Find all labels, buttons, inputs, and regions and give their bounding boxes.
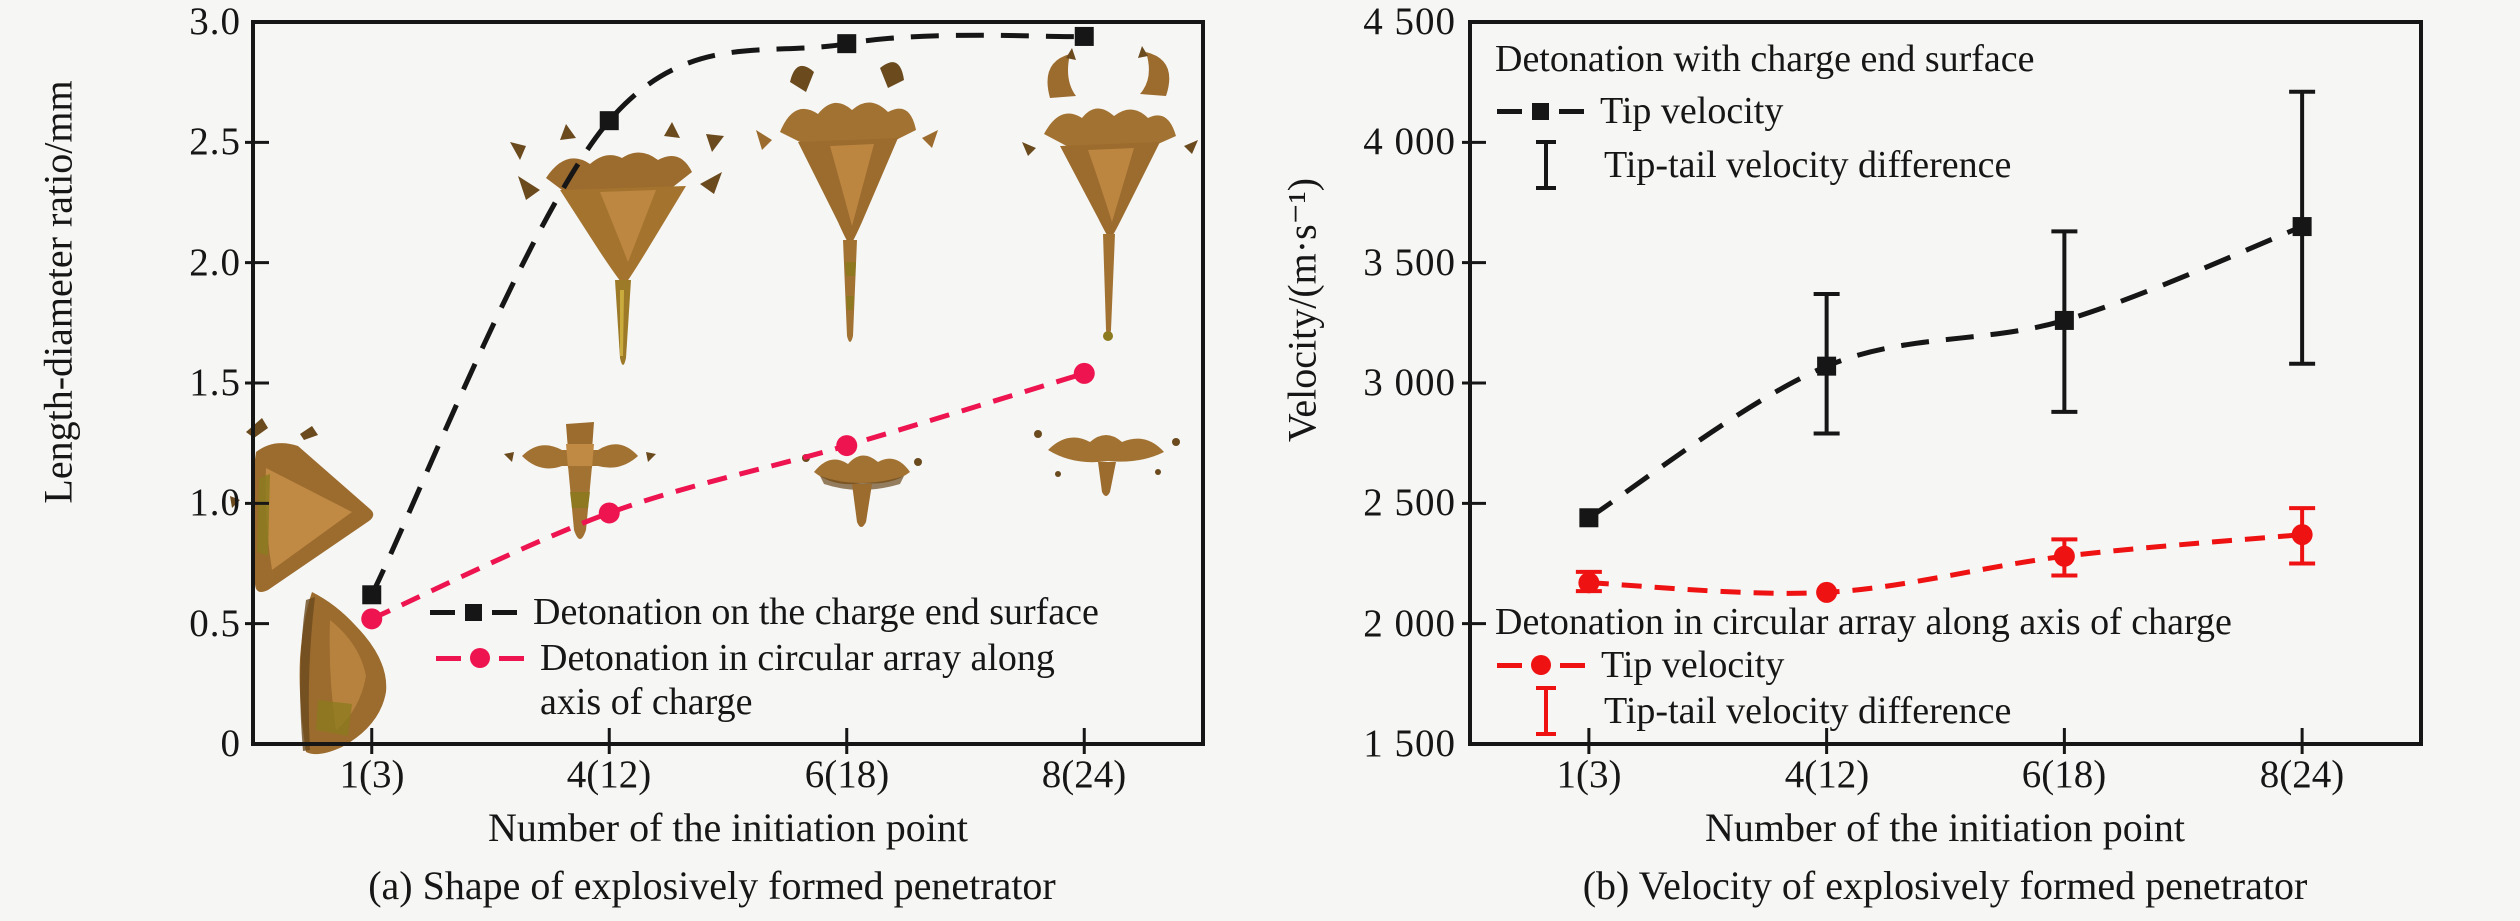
data-point-circle <box>598 502 620 524</box>
y-tick-label: 1.5 <box>189 361 241 404</box>
data-point-square <box>362 585 382 605</box>
efp-image-4-12-circular-array <box>504 422 656 539</box>
y-tick-label: 4 000 <box>1363 120 1456 163</box>
efp-image-6-18-end-surface <box>756 62 938 342</box>
red-dash-dot-marker-icon <box>1497 655 1585 675</box>
y-tick-label: 3 500 <box>1363 241 1456 284</box>
series-line <box>370 370 1085 622</box>
series-line <box>1587 224 2304 520</box>
data-point-circle <box>1073 362 1095 384</box>
legend-b-top-header-label: Detonation with charge end surface <box>1495 38 2035 80</box>
y-tick-label: 0.5 <box>189 602 241 645</box>
black-dash-square-marker-icon <box>430 603 517 621</box>
data-point-square <box>1579 508 1599 528</box>
data-point-square <box>599 111 619 131</box>
x-tick-label: 8(24) <box>1041 753 1127 796</box>
x-tick-label: 8(24) <box>2259 753 2345 796</box>
y-tick-label: 2.5 <box>189 120 241 163</box>
efp-image-8-24-end-surface <box>1022 46 1198 341</box>
data-point-square <box>2292 217 2312 237</box>
legend-a-label-3: axis of charge <box>540 681 753 723</box>
series-line <box>1588 532 2303 596</box>
data-point-circle <box>836 435 858 457</box>
efp-image-8-24-circular-array <box>1034 430 1180 496</box>
data-point-square <box>837 34 857 54</box>
y-tick-label: 2.0 <box>189 241 241 284</box>
y-tick-label: 2 000 <box>1363 602 1456 645</box>
y-tick-label: 3.0 <box>189 0 241 43</box>
data-point-square <box>1074 26 1094 46</box>
x-axis-title-b: Number of the initiation point <box>1705 805 2185 850</box>
x-axis-title-a: Number of the initiation point <box>488 805 968 850</box>
data-point-circle <box>1578 572 1600 594</box>
legend-b-top-diff-label: Tip-tail velocity difference <box>1604 144 2012 186</box>
red-dash-dot-marker-icon <box>436 648 524 668</box>
caption-b: (b) Velocity of explosively formed penet… <box>1582 863 2308 908</box>
data-point-circle <box>2053 545 2075 567</box>
x-tick-label: 4(12) <box>566 753 652 796</box>
legend-a-label-1: Detonation on the charge end surface <box>533 591 1099 633</box>
x-tick-label: 1(3) <box>339 753 405 796</box>
legend-b-bottom-header: Detonation in circular array along axis … <box>1495 599 2232 645</box>
data-point-square <box>1817 356 1837 376</box>
error-bar-icon <box>1536 140 1556 190</box>
y-tick-label: 1.0 <box>189 481 241 524</box>
y-tick-label: 4 500 <box>1363 0 1456 43</box>
x-tick-label: 6(18) <box>2021 753 2107 796</box>
data-point-square <box>2054 310 2074 330</box>
y-tick-label: 3 000 <box>1363 361 1456 404</box>
data-point-circle <box>361 608 383 630</box>
y-tick-label: 0 <box>220 722 241 765</box>
black-dash-square-marker-icon <box>1497 102 1584 120</box>
series-line <box>369 32 1085 596</box>
legend-a-row-wrap: axis of charge <box>540 679 752 725</box>
legend-a-row-circular-array: Detonation in circular array along <box>436 635 1055 681</box>
error-bar-icon <box>1536 686 1556 736</box>
efp-snapshots-layer <box>230 46 1198 755</box>
efp-image-6-18-circular-array <box>802 454 922 527</box>
legend-b-bottom-errorbar: Tip-tail velocity difference <box>1534 682 2011 740</box>
y-tick-label: 2 500 <box>1363 481 1456 524</box>
legend-b-top-header: Detonation with charge end surface <box>1495 36 2035 82</box>
plot-dynamic-layer <box>245 20 2423 754</box>
efp-image-4-12-end-surface <box>510 122 724 365</box>
legend-a-row-end-surface: Detonation on the charge end surface <box>430 589 1099 635</box>
legend-b-top-errorbar: Tip-tail velocity difference <box>1534 136 2011 194</box>
data-point-circle <box>2291 524 2313 546</box>
y-axis-title-a: Length-diameter ratio/mm <box>35 80 81 504</box>
efp-image-1-3-circular-array <box>299 592 387 755</box>
data-point-circle <box>1816 581 1838 603</box>
caption-a: (a) Shape of explosively formed penetrat… <box>368 863 1056 908</box>
x-tick-label: 4(12) <box>1784 753 1870 796</box>
legend-b-bottom-diff-label: Tip-tail velocity difference <box>1604 690 2012 732</box>
legend-b-bottom-tip-velocity: Tip velocity <box>1497 642 1784 688</box>
legend-b-top-tip-label: Tip velocity <box>1600 90 1784 132</box>
legend-b-bottom-tip-label: Tip velocity <box>1601 644 1785 686</box>
legend-a-label-2: Detonation in circular array along <box>540 637 1055 679</box>
efp-image-1-3-end-surface <box>230 418 374 593</box>
legend-b-top-tip-velocity: Tip velocity <box>1497 88 1783 134</box>
x-tick-label: 6(18) <box>804 753 890 796</box>
legend-b-bottom-header-label: Detonation in circular array along axis … <box>1495 601 2232 643</box>
x-tick-label: 1(3) <box>1556 753 1622 796</box>
y-tick-label: 1 500 <box>1363 722 1456 765</box>
